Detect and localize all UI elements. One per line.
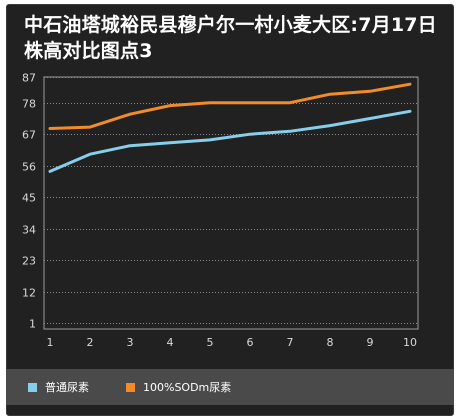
series-line-1 — [48, 109, 412, 173]
x-tick-label: 1 — [47, 336, 54, 349]
y-tick-label: 1 — [29, 318, 36, 331]
y-tick-label: 67 — [22, 129, 36, 142]
y-tick-label: 12 — [22, 287, 36, 300]
x-tick-label: 5 — [207, 336, 214, 349]
y-tick-label: 78 — [22, 98, 36, 111]
x-tick-label: 3 — [127, 336, 134, 349]
legend-swatch-series-2 — [126, 382, 135, 392]
x-tick-label: 4 — [167, 336, 174, 349]
x-tick-label: 2 — [87, 336, 94, 349]
plot-area-border — [43, 76, 419, 330]
legend-label-series-2: 100%SODm尿素 — [143, 381, 232, 394]
y-tick-label: 34 — [22, 224, 36, 237]
y-tick-label: 45 — [22, 192, 36, 205]
x-tick-label: 9 — [367, 336, 374, 349]
legend-label-series-1: 普通尿素 — [45, 381, 89, 394]
grid-layer — [43, 76, 419, 330]
series-line-2 — [48, 82, 412, 130]
x-tick-label: 10 — [403, 336, 417, 349]
chart-title: 中石油塔城裕民县穆户尔一村小麦大区:7月17日株高对比图点3 — [24, 14, 437, 62]
x-tick-label: 6 — [247, 336, 254, 349]
y-tick-label: 87 — [22, 72, 36, 85]
x-tick-label: 7 — [287, 336, 294, 349]
legend-item-series-1[interactable]: 普通尿素 — [28, 369, 89, 405]
x-tick-label: 8 — [327, 336, 334, 349]
legend-item-series-2[interactable]: 100%SODm尿素 — [126, 369, 231, 405]
legend-swatch-series-1 — [28, 382, 37, 392]
y-tick-label: 56 — [22, 161, 36, 174]
legend: 普通尿素 100%SODm尿素 — [6, 369, 454, 405]
series-layer — [48, 82, 412, 173]
chart-frame — [6, 4, 454, 416]
y-tick-label: 23 — [22, 255, 36, 268]
